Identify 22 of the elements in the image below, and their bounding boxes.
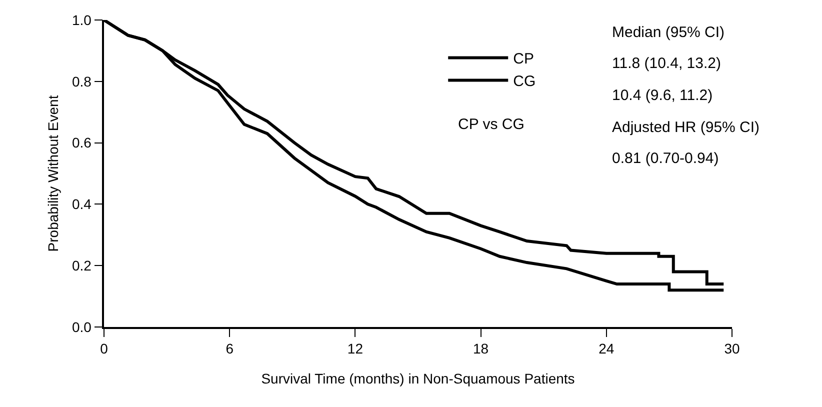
x-axis-title: Survival Time (months) in Non-Squamous Patients <box>261 370 575 386</box>
annotation: Median (95% CI) <box>612 24 725 41</box>
legend-label: CP <box>513 50 534 68</box>
y-tick-label: 0.2 <box>72 258 92 274</box>
y-tick-label: 0.0 <box>72 318 92 335</box>
annotation: 0.81 (0.70-0.94) <box>612 150 719 167</box>
annotation: Adjusted HR (95% CI) <box>612 119 760 136</box>
x-tick-label: 24 <box>598 340 614 357</box>
x-tick-label: 30 <box>724 340 740 357</box>
x-tick-label: 12 <box>347 340 364 357</box>
x-tick-label: 6 <box>226 340 234 357</box>
y-axis-title: Probability Without Event <box>45 95 62 252</box>
y-tick-label: 1.0 <box>72 12 92 28</box>
y-tick-label: 0.6 <box>72 134 92 151</box>
legend-label: CG <box>513 73 536 90</box>
x-tick-label: 0 <box>100 340 108 357</box>
annotation: 10.4 (9.6, 11.2) <box>612 87 713 104</box>
annotation: CP vs CG <box>458 116 524 133</box>
y-tick-label: 0.4 <box>72 196 92 212</box>
x-tick-label: 18 <box>473 340 489 357</box>
y-tick-label: 0.8 <box>72 73 92 90</box>
annotation: 11.8 (10.4, 13.2) <box>612 55 721 72</box>
